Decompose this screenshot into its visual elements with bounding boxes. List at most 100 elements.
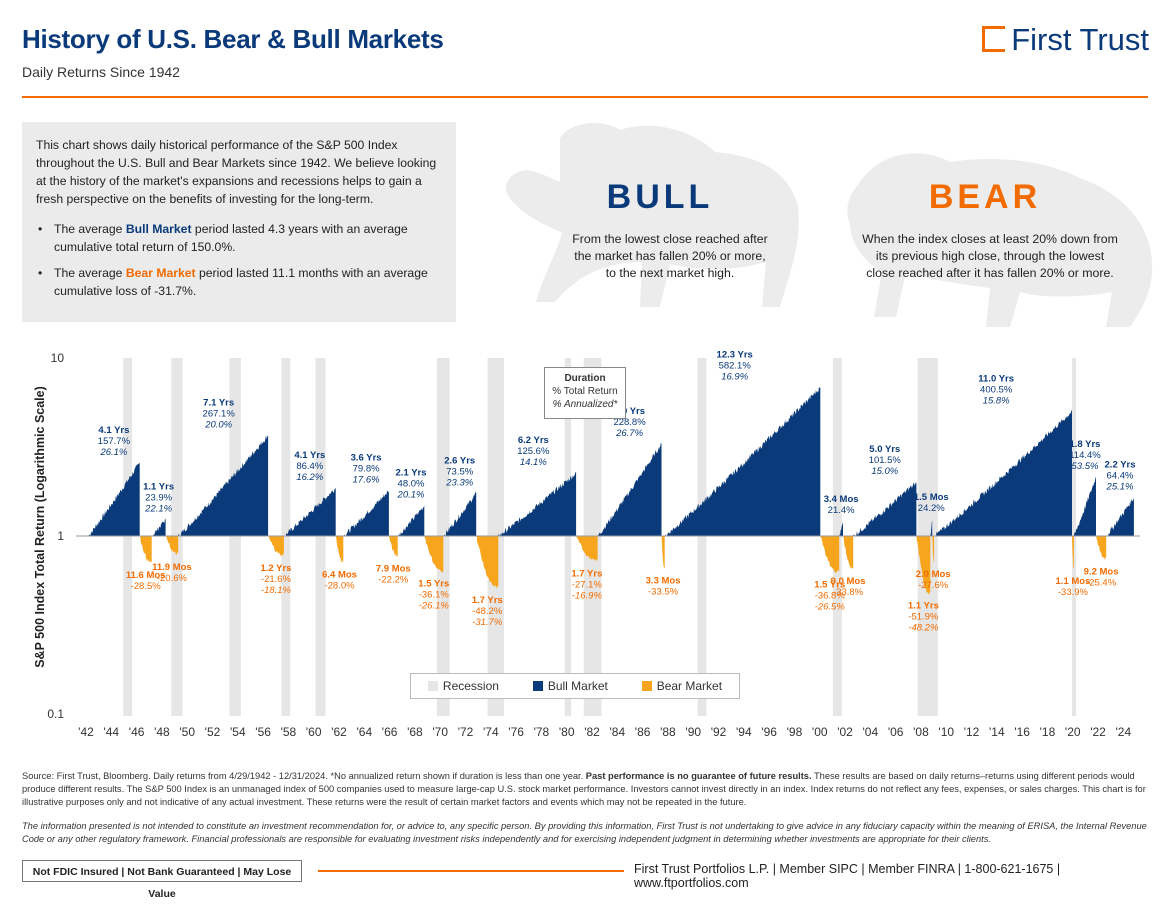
market-areas (88, 387, 1134, 595)
x-tick-label: '88 (660, 725, 676, 739)
bull-market-label: 2.1 Yrs (396, 468, 427, 479)
recession-band (123, 358, 133, 716)
bear-market-area (335, 536, 344, 563)
bull-pre: The average (54, 222, 126, 236)
x-tick-label: '76 (508, 725, 524, 739)
bull-market-label: 24.2% (918, 503, 945, 514)
bull-market-label: 26.1% (99, 447, 127, 458)
bull-market-label: 101.5% (869, 455, 902, 466)
bull-market-label: 1.1 Yrs (143, 481, 174, 492)
bull-market-term: Bull Market (125, 222, 192, 236)
x-tick-label: '44 (103, 725, 119, 739)
bear-market-area (268, 536, 284, 557)
info-bullets: The average Bull Market period lasted 4.… (38, 220, 458, 308)
x-tick-label: '72 (458, 725, 474, 739)
bear-market-label: 1.7 Yrs (571, 568, 602, 579)
legend-bull-label: Bull Market (547, 679, 608, 693)
bear-market-area (388, 536, 398, 558)
recession-band (229, 358, 241, 716)
bull-market-area (283, 487, 336, 536)
bull-market-label: 1.8 Yrs (1069, 439, 1100, 450)
bull-market-label: 79.8% (353, 464, 380, 475)
bull-market-area (397, 505, 425, 536)
recession-band (1072, 358, 1077, 716)
logo-mark-icon (982, 25, 1006, 52)
bull-market-label: 7.1 Yrs (203, 397, 234, 408)
y-tick-label: 0.1 (47, 707, 64, 721)
bear-market-label: 1.1 Mos (1056, 576, 1091, 587)
bear-market-label: -27.6% (918, 580, 949, 591)
legend-bear-swatch (641, 681, 652, 691)
bull-market-label: 14.1% (520, 457, 547, 468)
x-tick-label: '42 (78, 725, 94, 739)
bear-market-label: -26.5% (815, 601, 846, 612)
x-tick-label: '98 (787, 725, 803, 739)
bull-market-area (930, 519, 933, 536)
bull-market-label: 4.1 Yrs (294, 450, 325, 461)
bull-market-label: 3.4 Mos (824, 494, 859, 505)
bear-market-label: -31.7% (472, 617, 503, 628)
bull-heading: BULL (606, 178, 714, 216)
x-tick-label: '84 (610, 725, 626, 739)
bear-market-label: -36.8% (815, 590, 846, 601)
x-tick-label: '54 (230, 725, 246, 739)
x-tick-label: '56 (255, 725, 271, 739)
chart-legend: Recession Bull Market Bear Market (410, 673, 740, 699)
legend-recession-swatch (427, 681, 438, 691)
bull-market-label: 3.6 Yrs (351, 453, 382, 464)
bull-market-label: 48.0% (398, 479, 425, 490)
bull-market-label: 11.0 Yrs (978, 374, 1014, 385)
x-tick-label: '94 (736, 725, 752, 739)
x-tick-label: '68 (407, 725, 423, 739)
bear-market-label: -33.9% (1058, 587, 1089, 598)
bear-market-label: -48.2% (472, 606, 503, 617)
x-tick-label: '60 (306, 725, 322, 739)
page-title: History of U.S. Bear & Bull Markets (22, 24, 444, 54)
bull-market-label: 157.7% (98, 436, 131, 447)
market-chart: 10 1 0.1 '42 '44 '46 '48 '50 '52 '54 '56 '58 '60 '62 '… (47, 350, 1140, 739)
bear-market-label: 9.2 Mos (1084, 567, 1119, 578)
bull-market-label: 228.8% (613, 417, 646, 428)
bull-market-area (498, 471, 577, 536)
bull-market-label: 125.6% (517, 446, 550, 457)
bear-post: period lasted 11.1 months with an averag… (54, 266, 428, 298)
bear-market-label: 1.5 Yrs (814, 579, 845, 590)
bull-market-label: 22.1% (144, 503, 172, 514)
bull-market-label: 1.5 Mos (914, 492, 949, 503)
bear-market-area (820, 536, 840, 573)
x-tick-label: '86 (635, 725, 651, 739)
bull-market-label: 400.5% (980, 385, 1013, 396)
bear-market-label: 9.0 Mos (831, 576, 866, 587)
legend-recession: Recession (427, 679, 499, 693)
recession-band (281, 358, 291, 716)
bear-market-label: -22.2% (378, 574, 409, 585)
x-tick-label: '04 (863, 725, 879, 739)
bear-market-label: 1.7 Yrs (472, 595, 503, 606)
y-tick-label: 10 (51, 351, 65, 365)
bull-market-area (343, 490, 389, 536)
bear-market-label: -28.0% (324, 580, 355, 591)
bear-market-area (576, 536, 598, 562)
legend-bull: Bull Market (532, 679, 608, 693)
contact-line: First Trust Portfolios L.P. | Member SIP… (634, 862, 1061, 890)
x-tick-label: '82 (584, 725, 600, 739)
bear-market-area (661, 536, 665, 569)
x-tick-label: '46 (129, 725, 145, 739)
bull-market-label: 6.2 Yrs (518, 435, 549, 446)
bull-bear-silhouette-icon (505, 123, 1153, 327)
bull-market-area (443, 491, 477, 536)
bull-market-label: 114.4% (1069, 450, 1101, 461)
bull-market-label: 16.2% (296, 472, 323, 483)
bear-market-label: 1.1 Yrs (908, 601, 939, 612)
legend-bear: Bear Market (641, 679, 722, 693)
x-tick-label: '16 (1014, 725, 1030, 739)
bear-market-area (1072, 536, 1074, 569)
bull-market-label: 16.9% (721, 372, 748, 383)
bull-market-area (178, 435, 269, 536)
bull-market-label: 23.9% (145, 492, 172, 503)
duration-key-line2: % Annualized* (552, 399, 618, 410)
bear-market-area (843, 536, 854, 569)
info-bear-item: The average Bear Market period lasted 11… (38, 264, 458, 300)
bull-market-area (88, 462, 140, 536)
